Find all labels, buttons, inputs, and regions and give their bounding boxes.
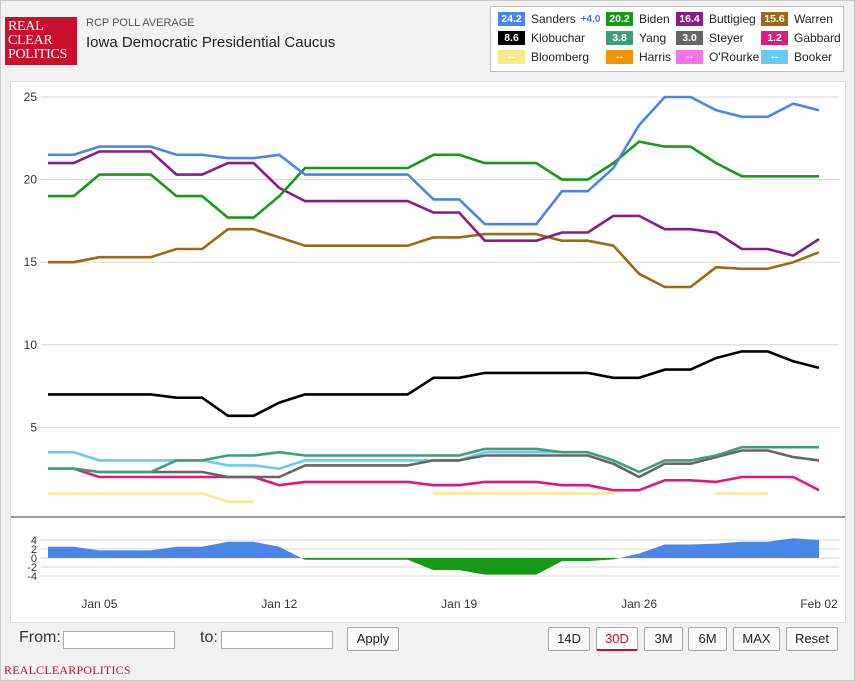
legend-label: Harris <box>639 50 671 64</box>
legend-item-warren[interactable]: 15.6 Warren <box>761 11 833 27</box>
legend-item-gabbard[interactable]: 1.2 Gabbard <box>761 30 841 46</box>
range-3m-button[interactable]: 3M <box>644 627 683 651</box>
legend-value-badge: 3.8 <box>606 31 633 45</box>
plot-area: 5 10 15 20 25 4 2 0 -2 -4 Jan 05 Jan 12 Jan 19 Jan 26… <box>10 81 846 623</box>
series-line-gabbard <box>48 467 820 492</box>
logo-line-1: REAL <box>8 19 44 34</box>
legend-item-yang[interactable]: 3.8 Yang <box>606 30 666 46</box>
y-tick-label: 15 <box>24 255 38 269</box>
legend-item-orourke[interactable]: -- O'Rourke <box>676 49 759 65</box>
legend-value-badge: 24.2 <box>498 12 525 26</box>
legend-value-badge: -- <box>498 50 525 64</box>
legend-value-badge: 3.0 <box>676 31 703 45</box>
rcp-logo: REAL CLEAR POLITICS <box>5 17 77 65</box>
legend-item-sanders[interactable]: 24.2 Sanders +4.0 <box>498 11 600 27</box>
spread-tick-label: -2 <box>27 562 37 574</box>
y-tick-label: 10 <box>24 338 38 352</box>
series-line-bloomberg <box>48 492 768 503</box>
legend-item-steyer[interactable]: 3.0 Steyer <box>676 30 744 46</box>
from-label: From: <box>19 629 61 646</box>
series-line-yang <box>48 445 819 474</box>
legend-item-bloomberg[interactable]: -- Bloomberg <box>498 49 589 65</box>
logo-line-3: POLITICS <box>8 47 68 62</box>
y-tick-label: 25 <box>24 90 38 104</box>
legend-label: Klobuchar <box>531 31 586 45</box>
from-date-input[interactable] <box>63 631 175 649</box>
legend-change: +4.0 <box>580 13 601 25</box>
spread-area-positive <box>48 538 819 558</box>
legend-label: Bloomberg <box>531 50 590 64</box>
legend-item-klobuchar[interactable]: 8.6 Klobuchar <box>498 30 585 46</box>
controls-bar: From: to: Apply 14D 30D 3M 6M MAX Reset <box>0 624 855 658</box>
series-line-klobuchar <box>48 350 820 418</box>
legend-item-booker[interactable]: -- Booker <box>761 49 832 65</box>
legend: 24.2 Sanders +4.0 20.2 Biden 16.4 Buttigieg 15.… <box>490 6 844 72</box>
x-tick-label: Jan 26 <box>621 597 657 611</box>
reset-button[interactable]: Reset <box>786 627 838 651</box>
x-tick-label: Jan 12 <box>261 597 297 611</box>
legend-label: Yang <box>639 31 667 45</box>
to-label: to: <box>200 629 218 646</box>
legend-value-badge: -- <box>761 50 788 64</box>
legend-value-badge: 8.6 <box>498 31 525 45</box>
range-max-button[interactable]: MAX <box>733 627 780 651</box>
legend-label: Warren <box>794 12 833 26</box>
legend-value-badge: -- <box>676 50 703 64</box>
legend-label: Biden <box>639 12 670 26</box>
series-line-sanders <box>48 95 820 226</box>
legend-value-badge: -- <box>606 50 633 64</box>
spread-area-negative <box>48 558 819 575</box>
legend-value-badge: 20.2 <box>606 12 633 26</box>
x-tick-label: Jan 19 <box>441 597 477 611</box>
spread-tick-label: 4 <box>31 535 37 547</box>
legend-label: Gabbard <box>794 31 841 45</box>
legend-label: Buttigieg <box>709 12 756 26</box>
series-line-booker <box>48 450 588 470</box>
legend-label: Steyer <box>709 31 744 45</box>
legend-item-harris[interactable]: -- Harris <box>606 49 671 65</box>
legend-label: Sanders <box>531 12 576 26</box>
x-tick-label: Jan 05 <box>81 597 117 611</box>
legend-value-badge: 1.2 <box>761 31 788 45</box>
spread-tick-label: 2 <box>31 544 37 556</box>
range-14d-button[interactable]: 14D <box>548 627 590 651</box>
legend-label: O'Rourke <box>709 50 760 64</box>
apply-button[interactable]: Apply <box>347 627 399 651</box>
footer-brand: REALCLEARPOLITICS <box>4 663 131 677</box>
legend-item-biden[interactable]: 20.2 Biden <box>606 11 670 27</box>
legend-item-buttigieg[interactable]: 16.4 Buttigieg <box>676 11 756 27</box>
range-6m-button[interactable]: 6M <box>688 627 727 651</box>
x-tick-label: Feb 02 <box>800 597 838 611</box>
logo-line-2: CLEAR <box>8 33 53 48</box>
legend-label: Booker <box>794 50 833 64</box>
spread-tick-label: -4 <box>27 571 37 583</box>
chart-subtitle: RCP POLL AVERAGE <box>86 17 195 29</box>
to-date-input[interactable] <box>221 631 333 649</box>
series-line-steyer <box>48 449 820 479</box>
y-tick-label: 20 <box>24 173 38 187</box>
series-line-warren <box>48 227 820 289</box>
y-tick-label: 5 <box>30 420 37 434</box>
spread-tick-label: 0 <box>31 553 37 565</box>
legend-value-badge: 15.6 <box>761 12 788 26</box>
range-30d-button[interactable]: 30D <box>596 627 638 651</box>
series-line-buttigieg <box>48 150 820 257</box>
chart-title: Iowa Democratic Presidential Caucus <box>86 34 336 51</box>
legend-value-badge: 16.4 <box>676 12 703 26</box>
series-line-biden <box>48 140 819 219</box>
